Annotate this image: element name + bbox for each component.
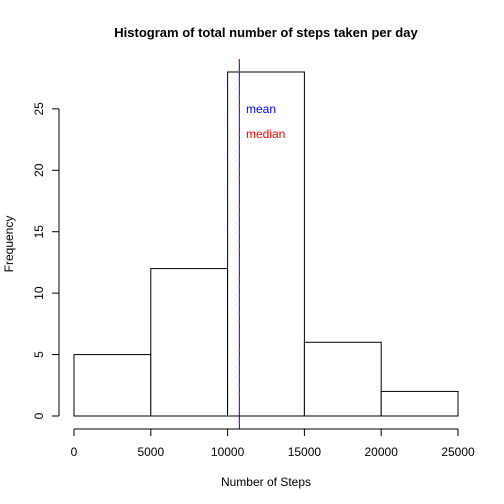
histogram-bar (380, 390, 459, 417)
mean-label: mean (246, 102, 276, 116)
x-tick-label: 15000 (288, 445, 322, 459)
y-axis: 0 5 10 15 20 25 (32, 102, 60, 419)
histogram-bar (227, 71, 305, 417)
histogram-bar (73, 354, 152, 417)
x-tick-label: 25000 (441, 445, 475, 459)
histogram-bar (150, 268, 229, 417)
y-tick-label: 10 (32, 286, 46, 300)
x-tick-label: 5000 (137, 445, 164, 459)
histogram-bar (303, 341, 382, 417)
y-tick-label: 15 (32, 225, 46, 239)
reference-lines-group: mean median (238, 59, 285, 429)
x-tick-label: 10000 (211, 445, 245, 459)
y-tick-label: 0 (32, 412, 46, 419)
x-tick-label: 20000 (365, 445, 399, 459)
x-tick-label: 0 (71, 445, 78, 459)
x-axis-label: Number of Steps (221, 475, 311, 489)
chart-title: Histogram of total number of steps taken… (114, 25, 418, 40)
y-tick-label: 20 (32, 163, 46, 177)
x-axis: 0 5000 10000 15000 20000 25000 (71, 428, 475, 459)
y-axis-label: Frequency (2, 216, 16, 273)
bars-group (73, 71, 459, 417)
y-tick-label: 5 (32, 351, 46, 358)
y-tick-label: 25 (32, 102, 46, 116)
median-label: median (246, 127, 285, 141)
